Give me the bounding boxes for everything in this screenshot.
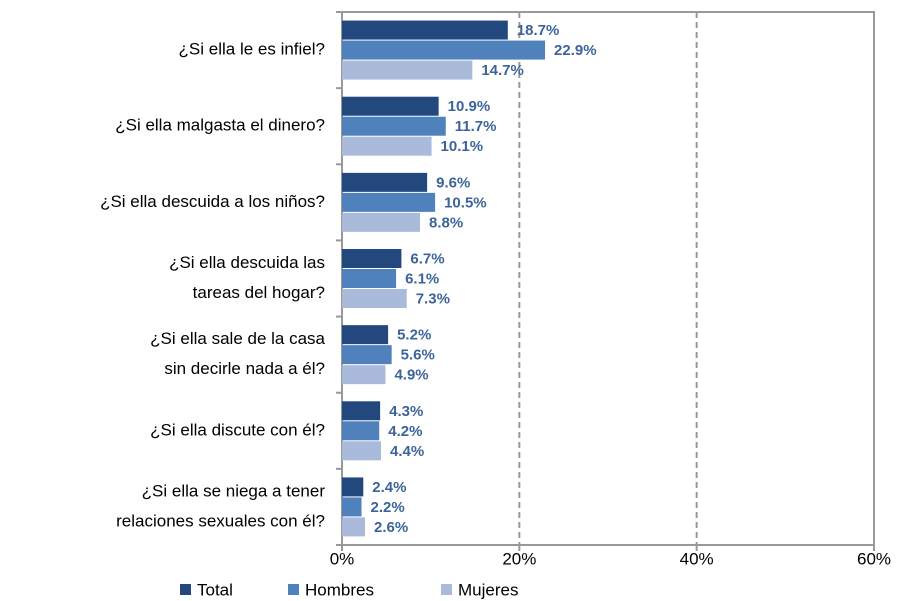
x-tick-label: 40% xyxy=(680,549,714,568)
bar xyxy=(342,497,362,517)
bar xyxy=(342,325,389,345)
data-label: 2.4% xyxy=(372,479,406,496)
bar xyxy=(342,249,402,268)
data-label: 11.7% xyxy=(455,118,497,135)
data-label: 2.2% xyxy=(371,499,405,516)
y-tick-label: ¿Si ella malgasta el dinero? xyxy=(115,116,325,135)
bar xyxy=(342,60,473,80)
x-tick-label: 0% xyxy=(330,549,355,568)
bar xyxy=(342,192,436,212)
data-label: 7.3% xyxy=(416,290,450,307)
data-label: 6.1% xyxy=(405,270,439,287)
bar xyxy=(342,517,366,537)
bar xyxy=(342,172,428,192)
data-label: 4.2% xyxy=(388,423,422,440)
bar xyxy=(342,345,392,365)
bar xyxy=(342,136,432,156)
bar xyxy=(342,365,386,385)
legend-label: Hombres xyxy=(305,580,374,599)
data-label: 4.3% xyxy=(389,403,423,420)
legend-swatch xyxy=(288,584,299,595)
legend-swatch xyxy=(441,584,452,595)
data-label: 4.4% xyxy=(390,443,424,460)
y-tick-label: tareas del hogar? xyxy=(193,283,325,302)
y-tick-label: ¿Si ella descuida las xyxy=(169,253,325,272)
y-tick-label: sin decirle nada a él? xyxy=(164,359,325,378)
data-label: 5.2% xyxy=(397,327,431,344)
y-tick-label: ¿Si ella descuida a los niños? xyxy=(100,192,325,211)
data-label: 10.1% xyxy=(441,138,484,155)
bar xyxy=(342,116,446,136)
y-tick-label: ¿Si ella discute con él? xyxy=(150,420,325,439)
data-label: 14.7% xyxy=(481,62,524,79)
x-tick-label: 20% xyxy=(502,549,536,568)
bar xyxy=(342,269,397,288)
data-label: 9.6% xyxy=(436,174,470,191)
bar xyxy=(342,477,364,497)
bar xyxy=(342,20,508,40)
data-label: 6.7% xyxy=(410,250,444,267)
y-tick-label: relaciones sexuales con él? xyxy=(116,511,325,530)
bar xyxy=(342,421,380,441)
bar xyxy=(342,289,407,308)
bar xyxy=(342,212,421,232)
data-label: 22.9% xyxy=(554,42,597,59)
data-label: 2.6% xyxy=(374,519,408,536)
legend-swatch xyxy=(180,584,191,595)
data-label: 8.8% xyxy=(429,214,463,231)
legend-label: Mujeres xyxy=(458,580,518,599)
bar xyxy=(342,441,382,461)
x-tick-label: 60% xyxy=(857,549,891,568)
data-label: 10.5% xyxy=(444,194,487,211)
bar xyxy=(342,401,381,421)
y-tick-label: ¿Si ella le es infiel? xyxy=(179,40,325,59)
data-label: 10.9% xyxy=(448,98,491,115)
legend-label: Total xyxy=(197,580,233,599)
bar xyxy=(342,40,546,60)
data-label: 18.7% xyxy=(517,22,560,39)
data-label: 5.6% xyxy=(401,347,435,364)
bar xyxy=(342,96,439,116)
y-tick-label: ¿Si ella sale de la casa xyxy=(150,329,325,348)
y-tick-label: ¿Si ella se niega a tener xyxy=(142,481,326,500)
data-label: 4.9% xyxy=(394,367,428,384)
